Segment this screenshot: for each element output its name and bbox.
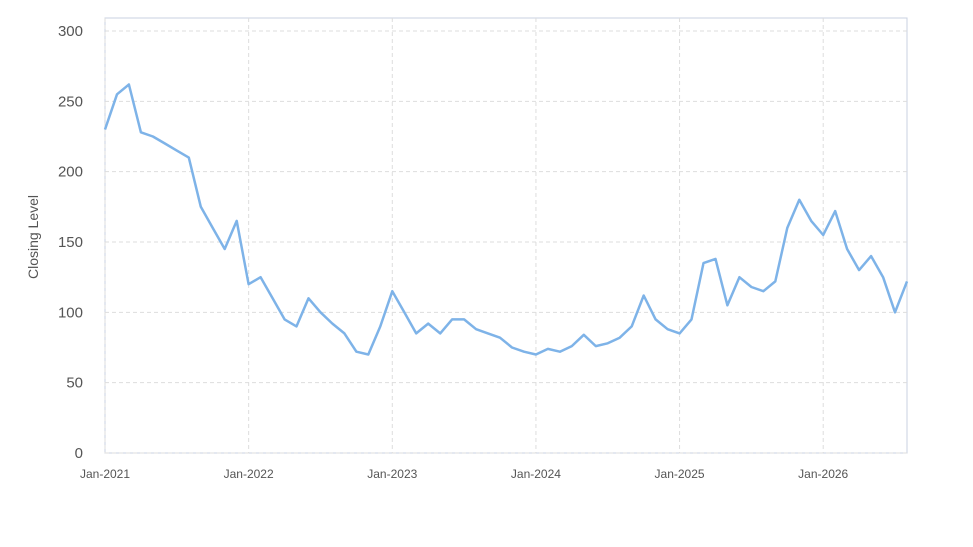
y-tick-label: 150 (58, 234, 83, 251)
y-tick-label: 100 (58, 304, 83, 321)
line (103, 83, 909, 356)
y-tick-label: 200 (58, 164, 83, 181)
y-tick-label: 250 (58, 93, 83, 110)
x-tick-label: Jan-2026 (798, 467, 848, 481)
y-axis-label: Closing Level (25, 195, 41, 279)
x-tick-label: Jan-2023 (367, 467, 417, 481)
y-tick-label: 300 (58, 23, 83, 40)
x-tick-label: Jan-2024 (511, 467, 561, 481)
x-tick-label: Jan-2025 (655, 467, 705, 481)
x-tick-label: Jan-2021 (80, 467, 130, 481)
x-tick-label: Jan-2022 (224, 467, 274, 481)
y-tick-label: 50 (66, 375, 83, 392)
y-tick-label: 0 (75, 445, 83, 462)
